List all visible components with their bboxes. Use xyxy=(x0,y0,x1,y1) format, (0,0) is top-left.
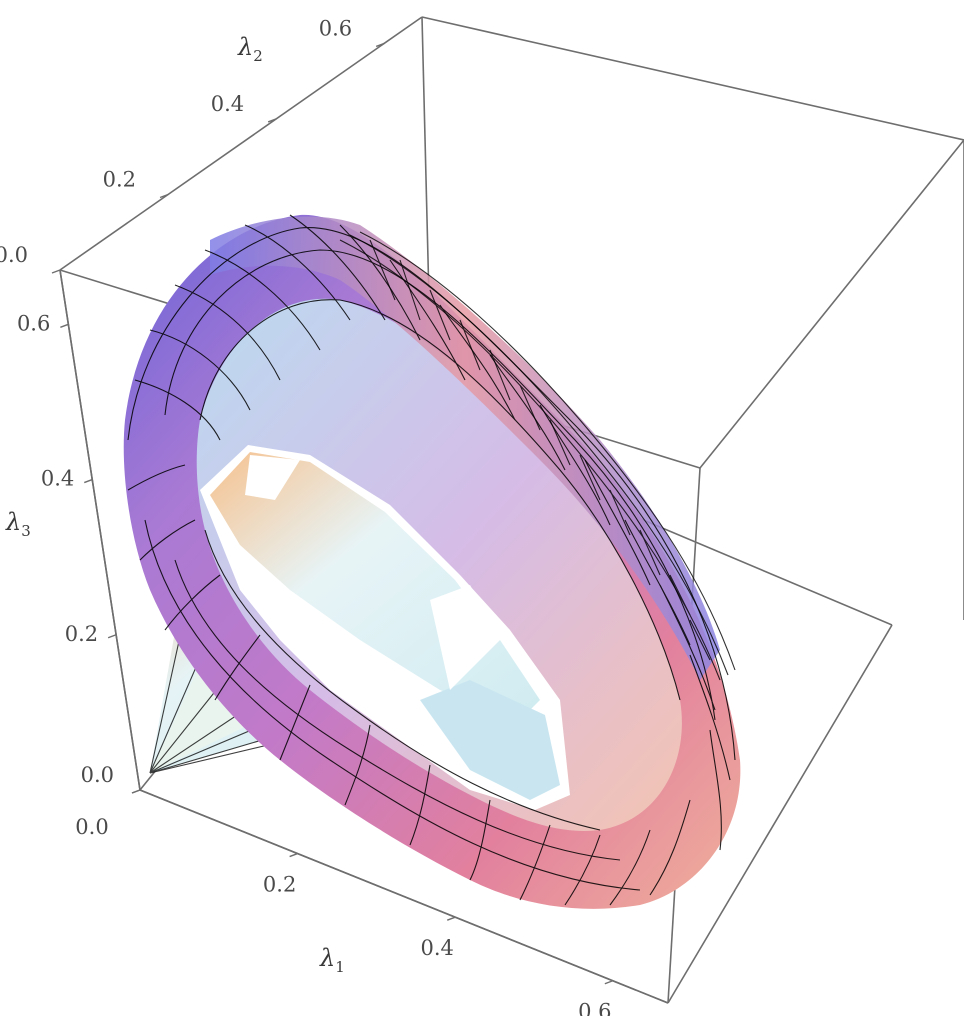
tick-label-y-0: 0.0 xyxy=(0,243,28,267)
axis-label-lambda3: λ3 xyxy=(5,508,31,540)
tick-mark-x-2 xyxy=(446,916,456,921)
tick-label-z-0: 0.0 xyxy=(81,763,114,787)
tick-mark-z-3 xyxy=(60,323,69,328)
tick-mark-y-3 xyxy=(375,42,385,48)
tick-mark-z-1 xyxy=(107,634,117,639)
ring-surface xyxy=(123,214,741,909)
tick-mark-y-0 xyxy=(51,269,61,274)
tick-label-x-3: 0.6 xyxy=(578,1000,611,1016)
tick-mark-y-1 xyxy=(159,193,169,199)
axis-label-lambda1: λ1 xyxy=(319,944,345,976)
tick-label-x-1: 0.2 xyxy=(263,873,296,897)
tick-mark-x-1 xyxy=(289,852,298,858)
tick-mark-x-0 xyxy=(131,789,141,794)
tick-label-z-2: 0.4 xyxy=(41,467,74,491)
tick-mark-y-2 xyxy=(267,118,277,123)
bounding-box-front xyxy=(59,269,669,1004)
axis-label-lambda2: λ2 xyxy=(237,33,263,65)
tick-label-y-3: 0.6 xyxy=(319,16,352,40)
tick-label-z-3: 0.6 xyxy=(17,311,50,335)
rim-mesh xyxy=(339,231,736,681)
tick-mark-x-3 xyxy=(604,980,614,985)
tick-label-y-1: 0.2 xyxy=(103,167,136,191)
tick-label-x-0: 0.0 xyxy=(75,815,108,839)
tick-label-y-2: 0.4 xyxy=(211,92,244,116)
tick-labels: 0.0 0.2 0.4 0.6 0.0 0.2 0.4 0.6 0.0 0.2 0.4 0.6 xyxy=(0,16,614,1016)
ring-mesh xyxy=(127,214,736,906)
tick-mark-z-2 xyxy=(83,478,93,484)
tick-label-z-1: 0.2 xyxy=(65,622,98,646)
tick-label-x-2: 0.4 xyxy=(421,936,454,960)
